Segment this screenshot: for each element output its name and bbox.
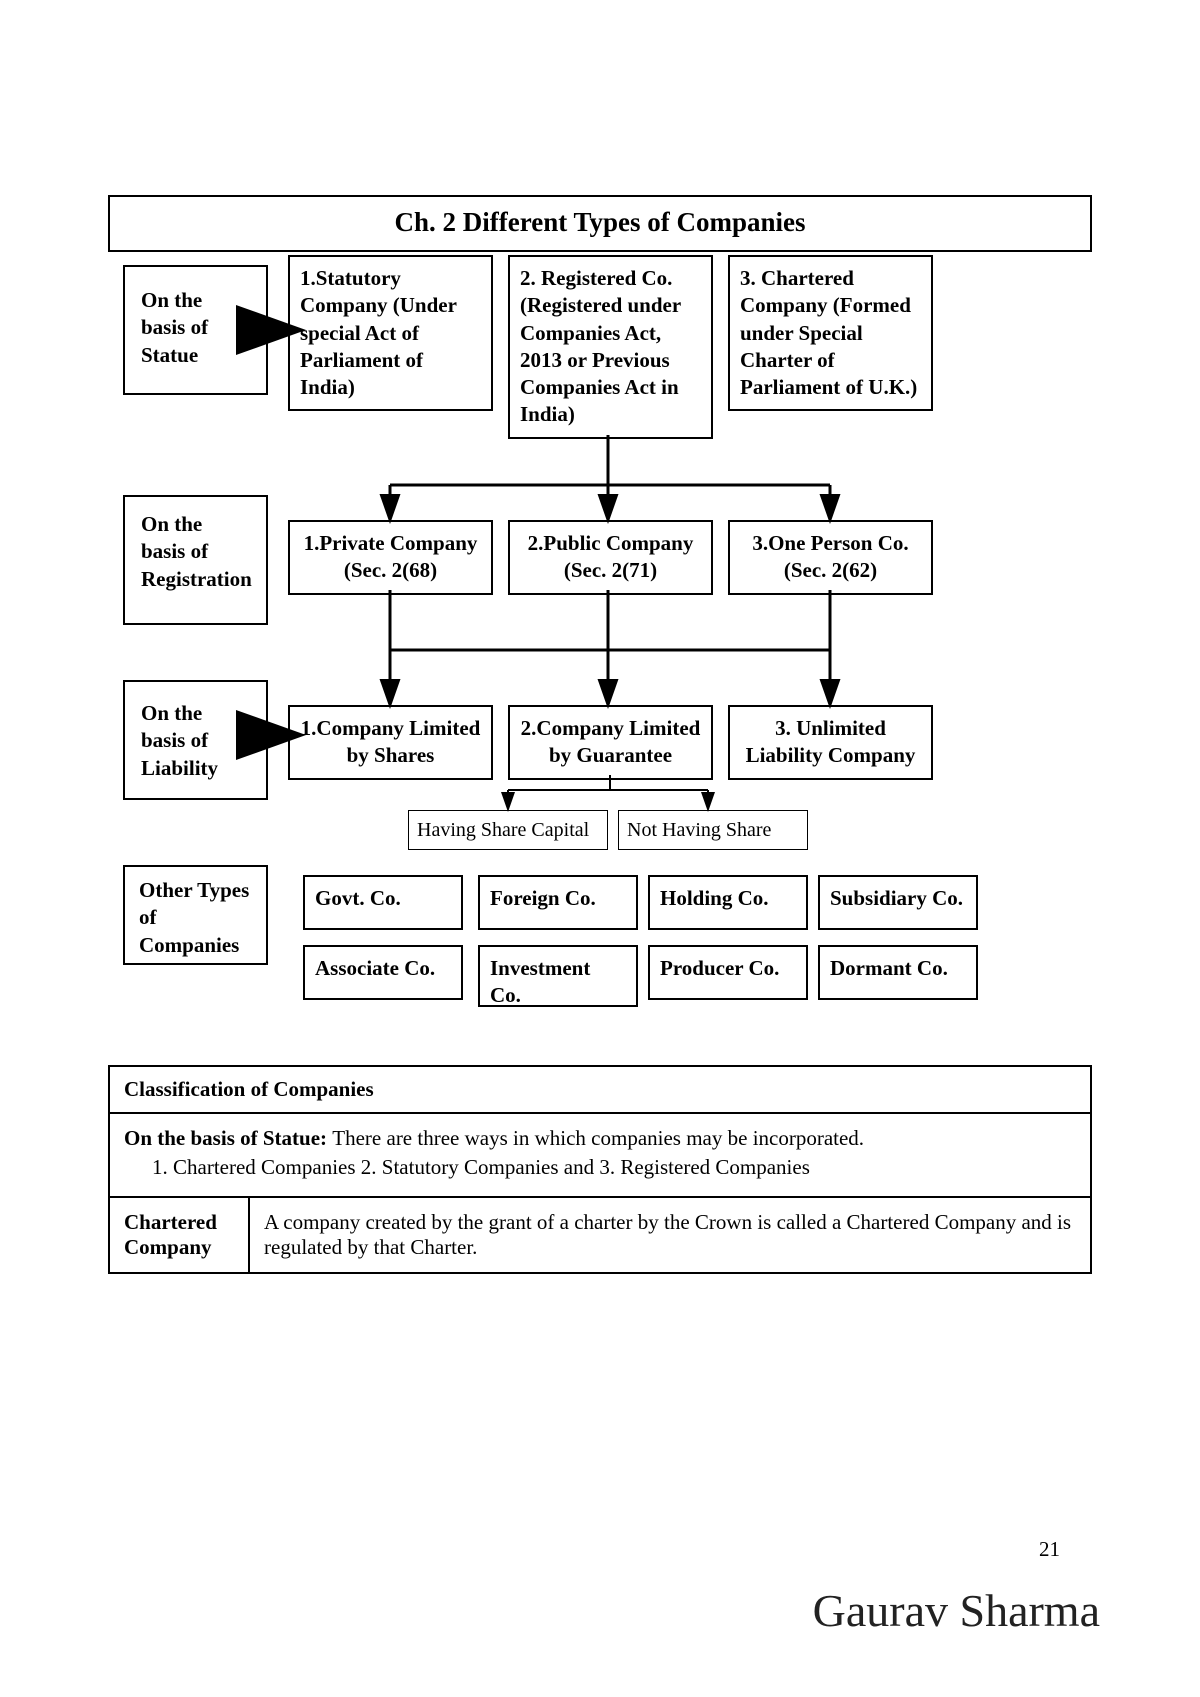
box-statutory: 1.Statutory Company (Under special Act o…: [288, 255, 493, 411]
box-subsidiary: Subsidiary Co.: [818, 875, 978, 930]
box-ltd-shares: 1.Company Limited by Shares: [288, 705, 493, 780]
signature: Gaurav Sharma: [813, 1584, 1100, 1637]
chapter-title: Ch. 2 Different Types of Companies: [108, 195, 1092, 252]
box-ltd-guarantee: 2.Company Limited by Guarantee: [508, 705, 713, 780]
row-text-chartered: A company created by the grant of a char…: [250, 1198, 1090, 1272]
box-govt: Govt. Co.: [303, 875, 463, 930]
section-list: 1. Chartered Companies 2. Statutory Comp…: [124, 1155, 1076, 1180]
box-opc: 3.One Person Co. (Sec. 2(62): [728, 520, 933, 595]
box-investment: Investment Co.: [478, 945, 638, 1007]
box-producer: Producer Co.: [648, 945, 808, 1000]
table-heading: Classification of Companies: [110, 1067, 1090, 1114]
box-public: 2.Public Company (Sec. 2(71): [508, 520, 713, 595]
box-holding: Holding Co.: [648, 875, 808, 930]
page-number: 21: [1039, 1537, 1060, 1562]
box-foreign: Foreign Co.: [478, 875, 638, 930]
row-label-chartered: Chartered Company: [110, 1198, 250, 1272]
box-not-having-share: Not Having Share: [618, 810, 808, 850]
section-bold: On the basis of Statue:: [124, 1126, 332, 1150]
box-dormant: Dormant Co.: [818, 945, 978, 1000]
classification-table: Classification of Companies On the basis…: [108, 1065, 1092, 1274]
box-registered: 2. Registered Co. (Registered under Comp…: [508, 255, 713, 439]
section-text: There are three ways in which companies …: [332, 1126, 864, 1150]
label-liability: On the basis of Liability: [123, 680, 268, 800]
label-other-types: Other Types of Companies: [123, 865, 268, 965]
label-registration: On the basis of Registration: [123, 495, 268, 625]
table-section: On the basis of Statue: There are three …: [110, 1114, 1090, 1198]
box-associate: Associate Co.: [303, 945, 463, 1000]
box-chartered: 3. Chartered Company (Formed under Speci…: [728, 255, 933, 411]
box-unlimited: 3. Unlimited Liability Company: [728, 705, 933, 780]
box-private: 1.Private Company (Sec. 2(68): [288, 520, 493, 595]
box-having-share: Having Share Capital: [408, 810, 608, 850]
label-statue: On the basis of Statue: [123, 265, 268, 395]
